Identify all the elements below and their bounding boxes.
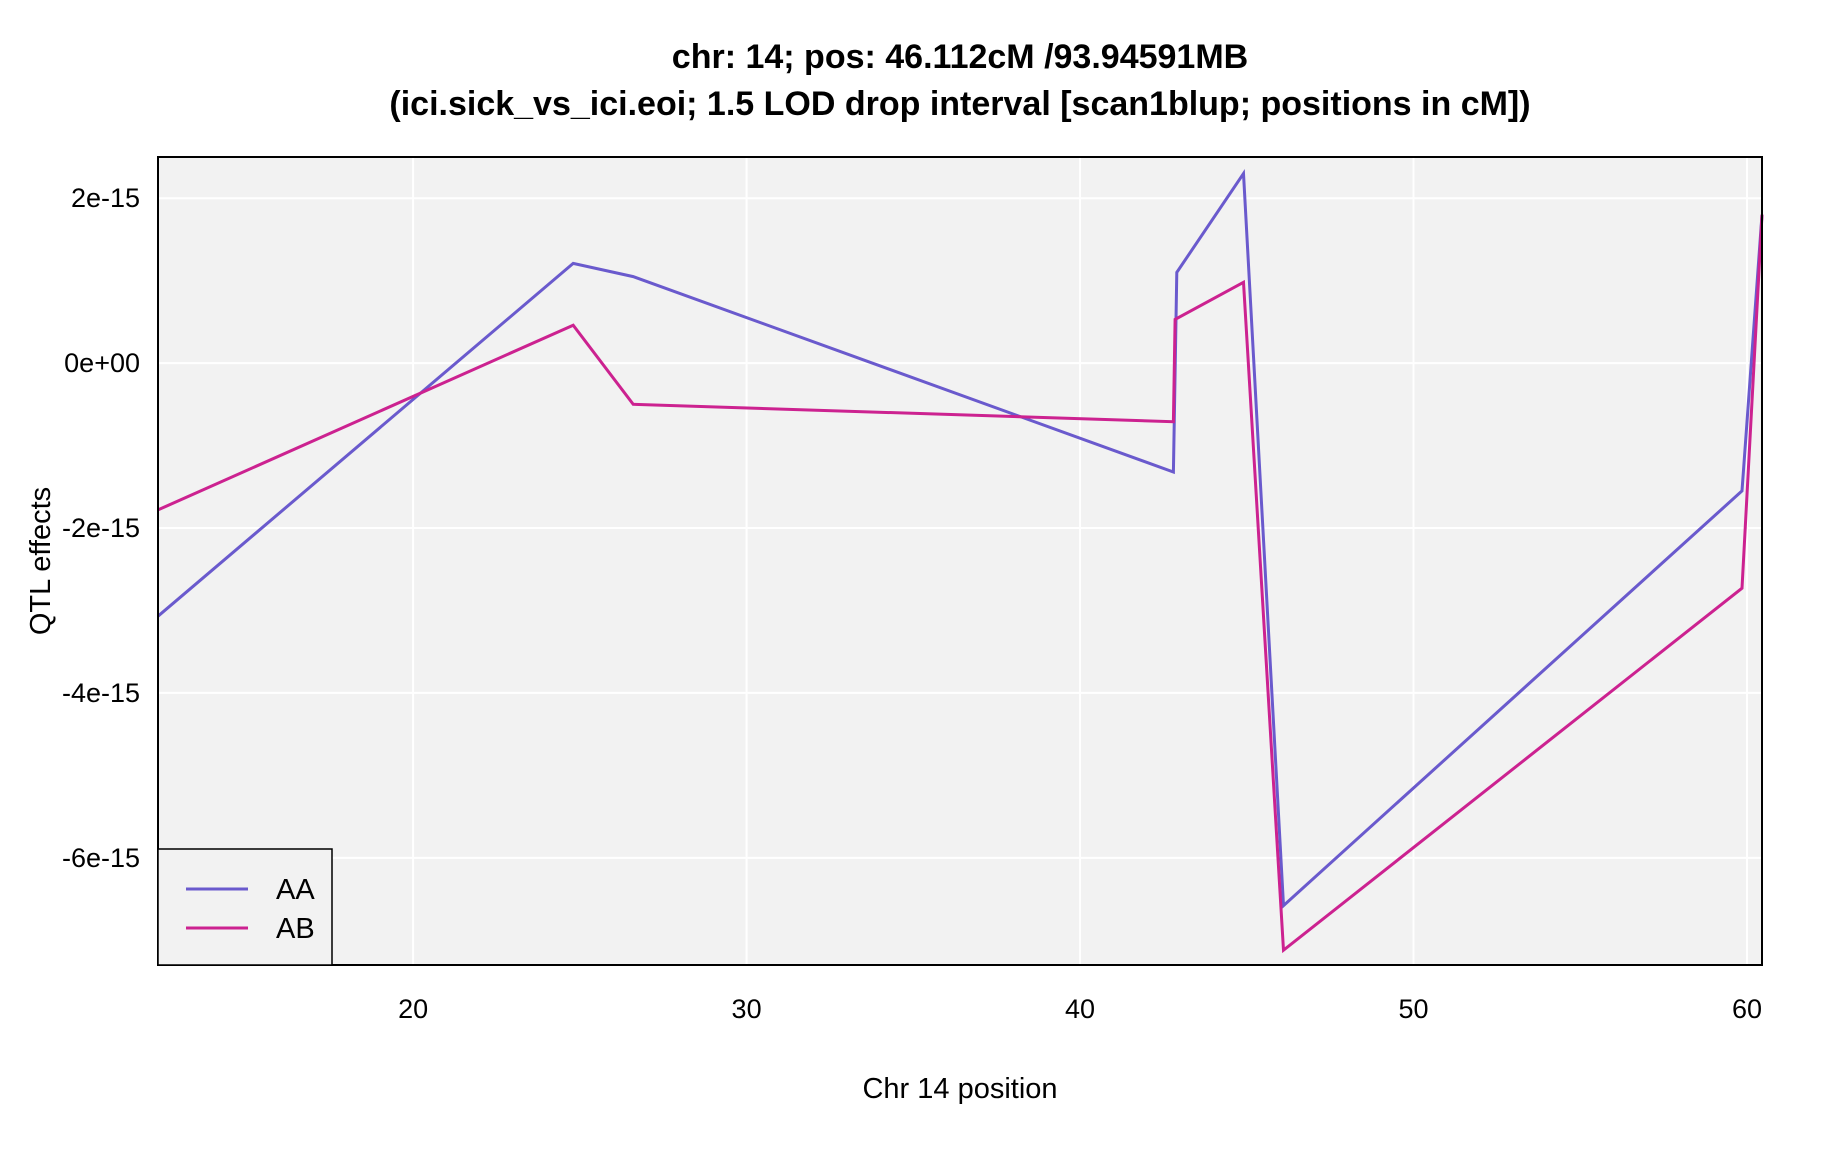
x-axis-ticks: 20 30 40 50 60	[398, 994, 1762, 1024]
y-tick-label: 2e-15	[71, 183, 140, 213]
x-tick-label: 40	[1065, 994, 1095, 1024]
legend: AA AB	[157, 848, 333, 966]
y-tick-label: -2e-15	[62, 513, 140, 543]
x-tick-label: 30	[732, 994, 762, 1024]
x-tick-label: 50	[1398, 994, 1428, 1024]
plot-background	[158, 157, 1762, 965]
grid	[158, 157, 1762, 965]
y-axis-ticks: 2e-15 0e+00 -2e-15 -4e-15 -6e-15	[62, 183, 140, 873]
legend-label-aa: AA	[276, 874, 315, 906]
series-line-ab	[157, 214, 1764, 954]
legend-label-ab: AB	[276, 913, 315, 945]
y-axis-label: QTL effects	[25, 487, 57, 635]
x-tick-label: 20	[398, 994, 428, 1024]
series-lines	[157, 168, 1764, 954]
x-axis-label: Chr 14 position	[862, 1073, 1057, 1105]
series-line-aa	[157, 168, 1764, 909]
x-tick-label: 60	[1732, 994, 1762, 1024]
chart-subtitle: (ici.sick_vs_ici.eoi; 1.5 LOD drop inter…	[389, 85, 1530, 123]
chart-title: chr: 14; pos: 46.112cM /93.94591MB	[672, 38, 1248, 76]
plot-frame	[157, 156, 1763, 966]
legend-box	[157, 848, 333, 966]
y-tick-label: -4e-15	[62, 678, 140, 708]
y-tick-label: 0e+00	[64, 348, 140, 378]
y-tick-label: -6e-15	[62, 843, 140, 873]
